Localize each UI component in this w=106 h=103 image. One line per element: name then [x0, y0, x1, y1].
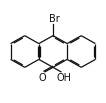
- Text: O: O: [38, 73, 46, 83]
- Text: Br: Br: [49, 14, 59, 24]
- Text: OH: OH: [57, 73, 72, 83]
